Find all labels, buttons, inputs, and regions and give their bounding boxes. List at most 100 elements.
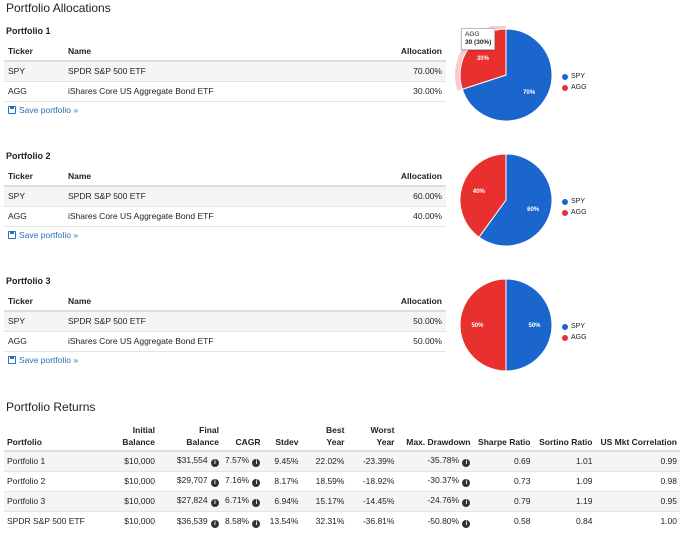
pie-slice-label: 60% bbox=[527, 207, 540, 213]
info-icon[interactable]: i bbox=[211, 519, 219, 528]
save-portfolio-label: Save portfolio » bbox=[19, 230, 79, 240]
info-icon[interactable]: i bbox=[211, 499, 219, 507]
info-icon[interactable]: i bbox=[211, 459, 219, 468]
portfolio-2-pie-chart[interactable]: 60% 40% bbox=[454, 151, 604, 261]
portfolio-header: Portfolio bbox=[4, 422, 92, 452]
initial-balance-cell: $10,000 bbox=[92, 491, 158, 512]
sortino-ratio-cell: 1.19 bbox=[533, 491, 596, 512]
table-row: SPY SPDR S&P 500 ETF 70.00% bbox=[4, 61, 446, 82]
pie-slice-label: 40% bbox=[473, 189, 486, 195]
portfolio-3-legend: SPY AGG bbox=[562, 321, 587, 343]
pie-slice-agg[interactable] bbox=[459, 278, 507, 372]
legend-marker bbox=[562, 73, 568, 80]
ticker-header: Ticker bbox=[4, 42, 64, 62]
final-balance-cell: $29,707 i bbox=[158, 471, 222, 492]
legend-label: SPY bbox=[571, 323, 586, 330]
max-drawdown-cell: -35.78% i bbox=[397, 451, 474, 472]
table-row: SPY SPDR S&P 500 ETF 50.00% bbox=[4, 311, 446, 332]
table-row: Portfolio 2 $10,000 $29,707 i 7.16% i 8.17% 1… bbox=[4, 471, 680, 492]
worst-year-header: Worst Year bbox=[347, 422, 398, 452]
portfolio-2-table: Ticker Name Allocation SPY SPDR S&P 500 … bbox=[4, 167, 446, 227]
info-icon[interactable]: i bbox=[462, 479, 471, 487]
sortino-ratio-cell: 0.84 bbox=[533, 511, 596, 536]
save-portfolio-1-link[interactable]: Save portfolio » bbox=[8, 105, 78, 115]
sharpe-ratio-header: Sharpe Ratio bbox=[473, 422, 534, 452]
name-cell: iShares Core US Aggregate Bond ETF bbox=[64, 81, 364, 102]
legend-item-spy[interactable]: SPY bbox=[562, 321, 587, 332]
name-cell: SPDR S&P 500 ETF bbox=[64, 311, 364, 332]
portfolio-1-legend: SPY AGG bbox=[562, 71, 587, 93]
portfolio-returns-table: Portfolio Initial Balance Final Balance CA… bbox=[4, 422, 680, 536]
legend-marker bbox=[562, 334, 568, 341]
save-portfolio-3-link[interactable]: Save portfolio » bbox=[8, 355, 78, 365]
portfolio-1-title: Portfolio 1 bbox=[6, 26, 51, 36]
floppy-disk-icon bbox=[8, 106, 16, 114]
portfolio-3-title: Portfolio 3 bbox=[6, 276, 51, 286]
name-cell: SPDR S&P 500 ETF bbox=[64, 61, 364, 82]
legend-marker bbox=[562, 323, 568, 330]
info-icon[interactable]: i bbox=[462, 499, 471, 507]
legend-item-spy[interactable]: SPY bbox=[562, 196, 587, 207]
portfolio-cell: Portfolio 1 bbox=[4, 451, 92, 472]
max-drawdown-cell: -24.76% i bbox=[397, 491, 474, 512]
name-cell: iShares Core US Aggregate Bond ETF bbox=[64, 206, 364, 227]
portfolio-2-title: Portfolio 2 bbox=[6, 151, 51, 161]
info-icon[interactable]: i bbox=[462, 519, 471, 528]
ticker-header: Ticker bbox=[4, 167, 64, 187]
cagr-cell: 7.57% i bbox=[222, 451, 264, 472]
portfolio-3-pie-chart[interactable]: 50% 50% bbox=[454, 276, 604, 386]
stdev-cell: 9.45% bbox=[263, 451, 302, 472]
best-year-cell: 15.17% bbox=[301, 491, 348, 512]
save-portfolio-2-link[interactable]: Save portfolio » bbox=[8, 230, 78, 240]
floppy-disk-icon bbox=[8, 356, 16, 364]
portfolio-2-legend: SPY AGG bbox=[562, 196, 587, 218]
info-icon[interactable]: i bbox=[211, 479, 219, 487]
ticker-cell: SPY bbox=[4, 186, 64, 207]
allocation-header: Allocation bbox=[364, 292, 446, 312]
best-year-header: Best Year bbox=[301, 422, 348, 452]
legend-label: SPY bbox=[571, 73, 586, 80]
portfolio-cell: Portfolio 3 bbox=[4, 491, 92, 512]
allocation-header: Allocation bbox=[364, 167, 446, 187]
legend-item-agg[interactable]: AGG bbox=[562, 207, 587, 218]
best-year-cell: 22.02% bbox=[301, 451, 348, 472]
returns-title: Portfolio Returns bbox=[6, 400, 96, 414]
name-header: Name bbox=[64, 42, 364, 62]
portfolio-cell: Portfolio 2 bbox=[4, 471, 92, 492]
table-row: AGG iShares Core US Aggregate Bond ETF 4… bbox=[4, 206, 446, 227]
final-balance-cell: $31,554 i bbox=[158, 451, 222, 472]
info-icon[interactable]: i bbox=[252, 479, 261, 487]
allocation-cell: 70.00% bbox=[364, 61, 446, 82]
cagr-cell: 6.71% i bbox=[222, 491, 264, 512]
us-mkt-correlation-cell: 0.95 bbox=[595, 491, 680, 512]
legend-label: AGG bbox=[571, 334, 587, 341]
legend-item-agg[interactable]: AGG bbox=[562, 332, 587, 343]
us-mkt-correlation-cell: 0.99 bbox=[595, 451, 680, 472]
pie-slice-label: 50% bbox=[529, 323, 542, 329]
pie-slice-spy[interactable] bbox=[478, 153, 553, 247]
allocation-cell: 40.00% bbox=[364, 206, 446, 227]
pie-slice-agg[interactable] bbox=[459, 153, 507, 238]
legend-item-agg[interactable]: AGG bbox=[562, 82, 587, 93]
info-icon[interactable]: i bbox=[252, 519, 261, 528]
portfolio-cell: SPDR S&P 500 ETF bbox=[4, 511, 92, 536]
info-icon[interactable]: i bbox=[252, 459, 261, 468]
info-icon[interactable]: i bbox=[252, 499, 261, 507]
pie-tooltip: AGG 30 (30%) bbox=[461, 28, 496, 50]
max-drawdown-cell: -30.37% i bbox=[397, 471, 474, 492]
pie-slice-spy[interactable] bbox=[461, 28, 553, 122]
pie-slice-label: 30% bbox=[477, 56, 490, 62]
cagr-header: CAGR bbox=[222, 422, 264, 452]
final-balance-cell: $27,824 i bbox=[158, 491, 222, 512]
tooltip-series: AGG bbox=[465, 31, 480, 38]
info-icon[interactable]: i bbox=[462, 459, 471, 468]
us-mkt-correlation-cell: 1.00 bbox=[595, 511, 680, 536]
max-drawdown-header: Max. Drawdown bbox=[397, 422, 474, 452]
legend-item-spy[interactable]: SPY bbox=[562, 71, 587, 82]
final-balance-cell: $36,539 i bbox=[158, 511, 222, 536]
pie-slice-spy[interactable] bbox=[505, 278, 553, 372]
table-row: Portfolio 3 $10,000 $27,824 i 6.71% i 6.94% 1… bbox=[4, 491, 680, 512]
table-row: AGG iShares Core US Aggregate Bond ETF 5… bbox=[4, 331, 446, 352]
ticker-header: Ticker bbox=[4, 292, 64, 312]
